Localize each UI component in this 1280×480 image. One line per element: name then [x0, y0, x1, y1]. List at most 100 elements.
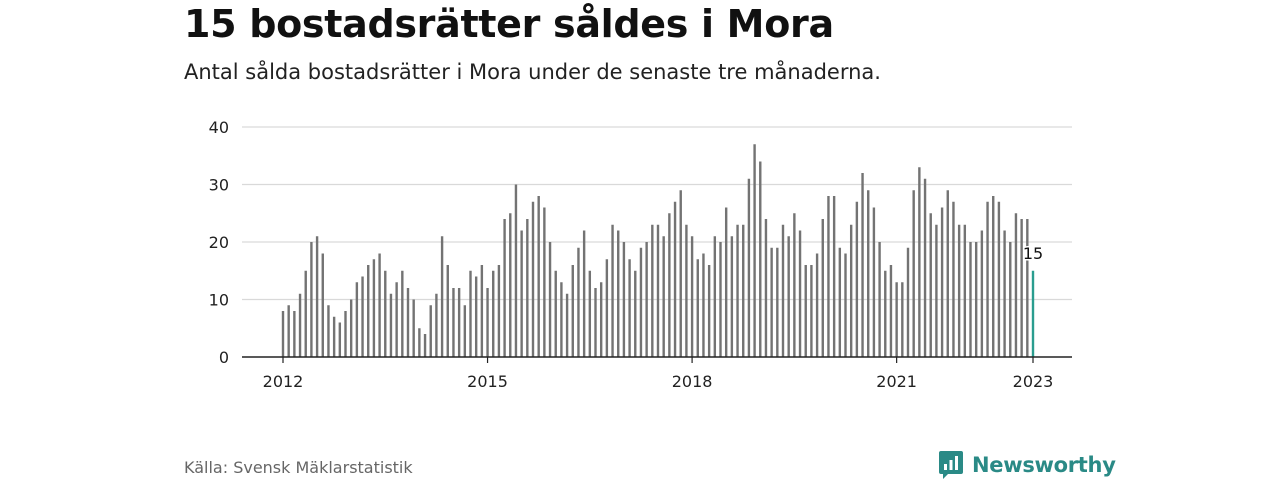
bar	[918, 167, 921, 357]
bar	[389, 293, 393, 357]
y-tick-label: 0	[219, 348, 229, 367]
bar	[486, 288, 489, 357]
bar	[685, 224, 688, 357]
x-tick-label: 2023	[1013, 372, 1054, 391]
bar	[304, 270, 307, 357]
bar	[889, 265, 893, 357]
x-tick-label: 2012	[263, 372, 304, 391]
bar	[668, 213, 671, 357]
y-tick-label: 30	[209, 176, 229, 195]
bar	[963, 224, 967, 357]
bar	[673, 201, 677, 357]
bar	[435, 293, 438, 357]
bar	[594, 288, 597, 357]
bar	[406, 288, 410, 357]
bar	[992, 196, 995, 357]
bar	[1026, 219, 1029, 357]
bar	[974, 242, 978, 357]
bar	[1009, 242, 1012, 357]
bar	[935, 224, 938, 357]
bar	[492, 270, 495, 357]
bar	[713, 236, 717, 357]
bar	[1014, 213, 1018, 357]
bar	[423, 334, 427, 357]
bar	[849, 224, 853, 357]
bar	[537, 196, 540, 357]
bar	[724, 207, 728, 357]
bar	[901, 282, 904, 357]
bar	[355, 282, 359, 357]
bar	[531, 201, 535, 357]
bar	[804, 265, 807, 357]
y-tick-label: 20	[209, 233, 229, 252]
bar	[957, 224, 961, 357]
bar	[827, 196, 830, 357]
bar	[872, 207, 876, 357]
y-axis-tick-labels: 0 10 20 30 40	[209, 118, 229, 367]
bar	[520, 230, 523, 357]
bar	[588, 270, 592, 357]
bar	[514, 184, 518, 357]
bar	[412, 299, 415, 357]
x-axis-ticks: 2012 2015 2018 2021 2023	[263, 357, 1054, 391]
bar	[815, 253, 819, 357]
bar	[781, 224, 785, 357]
bar	[310, 242, 313, 357]
bar	[372, 259, 376, 357]
x-tick-label: 2021	[876, 372, 917, 391]
bar	[1020, 219, 1023, 357]
bar	[707, 265, 711, 357]
chart-subtitle: Antal sålda bostadsrätter i Mora under d…	[184, 60, 881, 84]
bar	[867, 190, 870, 357]
source-note: Källa: Svensk Mäklarstatistik	[184, 458, 413, 477]
bar	[645, 242, 648, 357]
bar	[980, 230, 984, 357]
newsworthy-logo-icon	[939, 451, 963, 479]
bar	[929, 213, 932, 357]
bar	[969, 242, 972, 357]
bar	[543, 207, 546, 357]
brand-logo[interactable]: Newsworthy	[938, 450, 1116, 480]
bar	[554, 270, 557, 357]
bar	[344, 311, 347, 357]
bar	[1003, 230, 1006, 357]
bar	[946, 190, 949, 357]
bar	[281, 311, 285, 357]
highlight-value-label: 15	[1023, 244, 1043, 263]
bar	[338, 322, 342, 357]
bar	[730, 236, 734, 357]
bar	[367, 265, 370, 357]
bar	[560, 282, 563, 357]
bar	[690, 236, 694, 357]
bar	[696, 259, 699, 357]
bar	[327, 305, 330, 357]
bar	[770, 247, 773, 357]
bar	[906, 247, 910, 357]
bar	[287, 305, 290, 357]
bar	[480, 265, 484, 357]
bar	[838, 247, 842, 357]
bar	[526, 219, 529, 357]
bar	[474, 276, 478, 357]
bar	[912, 190, 915, 357]
brand-name: Newsworthy	[972, 453, 1116, 477]
bar	[832, 196, 836, 357]
bar	[617, 230, 620, 357]
bar	[639, 247, 643, 357]
x-tick-label: 2018	[672, 372, 713, 391]
bar	[457, 288, 461, 357]
bar	[446, 265, 449, 357]
bar	[878, 242, 881, 357]
bar	[844, 253, 847, 357]
bar	[787, 236, 790, 357]
bar	[298, 293, 302, 357]
bar	[793, 213, 796, 357]
bar	[378, 253, 381, 357]
bar	[634, 270, 637, 357]
bar	[332, 316, 336, 357]
bar	[429, 305, 432, 357]
bar	[622, 242, 626, 357]
bar	[497, 265, 501, 357]
bar	[736, 224, 739, 357]
bar	[656, 224, 660, 357]
